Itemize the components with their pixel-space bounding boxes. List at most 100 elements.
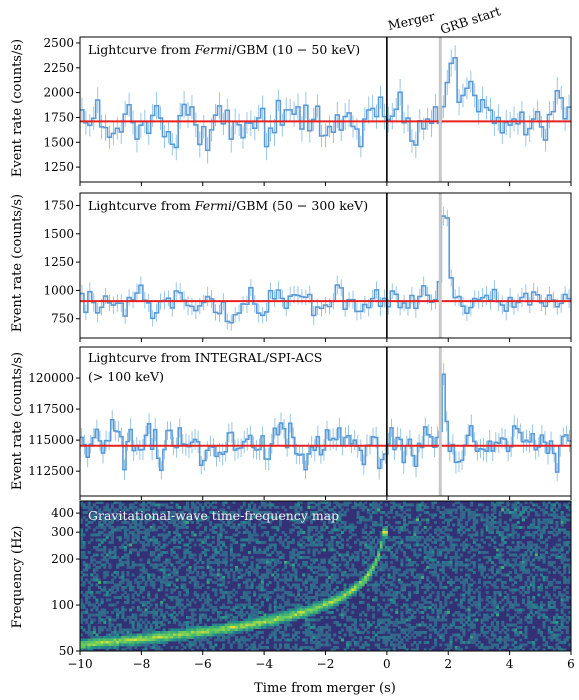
heatmap-cell	[317, 588, 321, 592]
heatmap-cell	[320, 601, 324, 604]
heatmap-cell	[302, 613, 306, 617]
heatmap-cell	[493, 596, 497, 599]
heatmap-cell	[382, 563, 386, 567]
heatmap-cell	[82, 648, 86, 652]
heatmap-cell	[178, 633, 182, 637]
heatmap-cell	[328, 586, 332, 589]
heatmap-cell	[211, 528, 215, 532]
heatmap-cell	[160, 568, 164, 572]
heatmap-cell	[170, 581, 174, 584]
heatmap-cell	[255, 598, 259, 602]
heatmap-cell	[366, 576, 370, 579]
heatmap-cell	[490, 561, 494, 564]
heatmap-cell	[361, 561, 365, 564]
heatmap-cell	[490, 621, 494, 624]
heatmap-cell	[136, 628, 140, 632]
heatmap-cell	[98, 516, 102, 519]
heatmap-cell	[134, 526, 138, 529]
heatmap-cell	[459, 598, 463, 602]
heatmap-cell	[462, 578, 466, 582]
heatmap-cell	[219, 553, 223, 557]
heatmap-cell	[449, 543, 453, 547]
heatmap-cell	[136, 598, 140, 602]
heatmap-cell	[361, 596, 365, 599]
heatmap-cell	[480, 538, 484, 542]
heatmap-cell	[162, 613, 166, 617]
heatmap-cell	[485, 618, 489, 622]
heatmap-cell	[299, 646, 303, 649]
heatmap-cell	[384, 528, 388, 532]
heatmap-cell	[493, 626, 497, 629]
heatmap-cell	[126, 536, 130, 539]
heatmap-cell	[152, 583, 156, 587]
heatmap-cell	[418, 503, 422, 507]
heatmap-cell	[118, 558, 122, 562]
heatmap-cell	[307, 633, 311, 637]
heatmap-cell	[335, 566, 339, 569]
heatmap-cell	[183, 606, 187, 609]
heatmap-cell	[297, 608, 301, 612]
heatmap-cell	[459, 581, 463, 584]
heatmap-cell	[253, 506, 257, 509]
heatmap-cell	[165, 518, 169, 522]
heatmap-cell	[173, 571, 177, 574]
heatmap-cell	[428, 566, 432, 569]
heatmap-cell	[348, 501, 352, 504]
heatmap-cell	[428, 618, 432, 622]
heatmap-cell	[289, 506, 293, 509]
heatmap-cell	[219, 638, 223, 642]
heatmap-cell	[315, 558, 319, 562]
heatmap-cell	[258, 561, 262, 564]
heatmap-cell	[356, 538, 360, 542]
heatmap-cell	[165, 578, 169, 582]
heatmap-cell	[317, 646, 321, 649]
heatmap-cell	[462, 513, 466, 517]
heatmap-cell	[297, 591, 301, 594]
heatmap-cell	[183, 543, 187, 547]
heatmap-cell	[152, 526, 156, 529]
heatmap-cell	[436, 598, 440, 602]
heatmap-cell	[235, 603, 239, 607]
heatmap-cell	[131, 548, 135, 552]
heatmap-cell	[372, 631, 375, 634]
heatmap-cell	[276, 511, 280, 514]
heatmap-cell	[408, 623, 412, 627]
heatmap-cell	[142, 648, 145, 652]
heatmap-cell	[317, 608, 321, 612]
heatmap-cell	[154, 563, 158, 567]
heatmap-cell	[428, 606, 432, 609]
heatmap-cell	[149, 503, 153, 507]
heatmap-cell	[90, 638, 94, 642]
heatmap-cell	[444, 611, 448, 614]
heatmap-cell	[312, 636, 316, 639]
heatmap-cell	[364, 531, 368, 534]
heatmap-cell	[317, 501, 321, 504]
heatmap-cell	[170, 608, 174, 612]
heatmap-cell	[250, 538, 254, 542]
heatmap-cell	[338, 506, 342, 509]
heatmap-cell	[268, 511, 272, 514]
heatmap-cell	[87, 508, 91, 512]
heatmap-cell	[237, 568, 241, 572]
heatmap-cell	[483, 623, 487, 627]
heatmap-cell	[397, 621, 401, 624]
heatmap-cell	[160, 603, 164, 607]
heatmap-cell	[335, 608, 339, 612]
heatmap-cell	[211, 501, 215, 504]
heatmap-cell	[129, 531, 133, 534]
heatmap-cell	[413, 603, 417, 607]
heatmap-cell	[395, 568, 399, 572]
heatmap-cell	[361, 516, 365, 519]
heatmap-cell	[428, 526, 432, 529]
heatmap-cell	[271, 513, 275, 517]
heatmap-cell	[286, 638, 290, 642]
heatmap-cell	[408, 536, 412, 539]
heatmap-cell	[250, 561, 254, 564]
heatmap-cell	[105, 581, 109, 584]
lightcurve-series	[80, 363, 571, 482]
heatmap-cell	[441, 616, 445, 619]
heatmap-cell	[229, 546, 233, 549]
heatmap-cell	[273, 533, 277, 537]
heatmap-cell	[255, 621, 259, 624]
